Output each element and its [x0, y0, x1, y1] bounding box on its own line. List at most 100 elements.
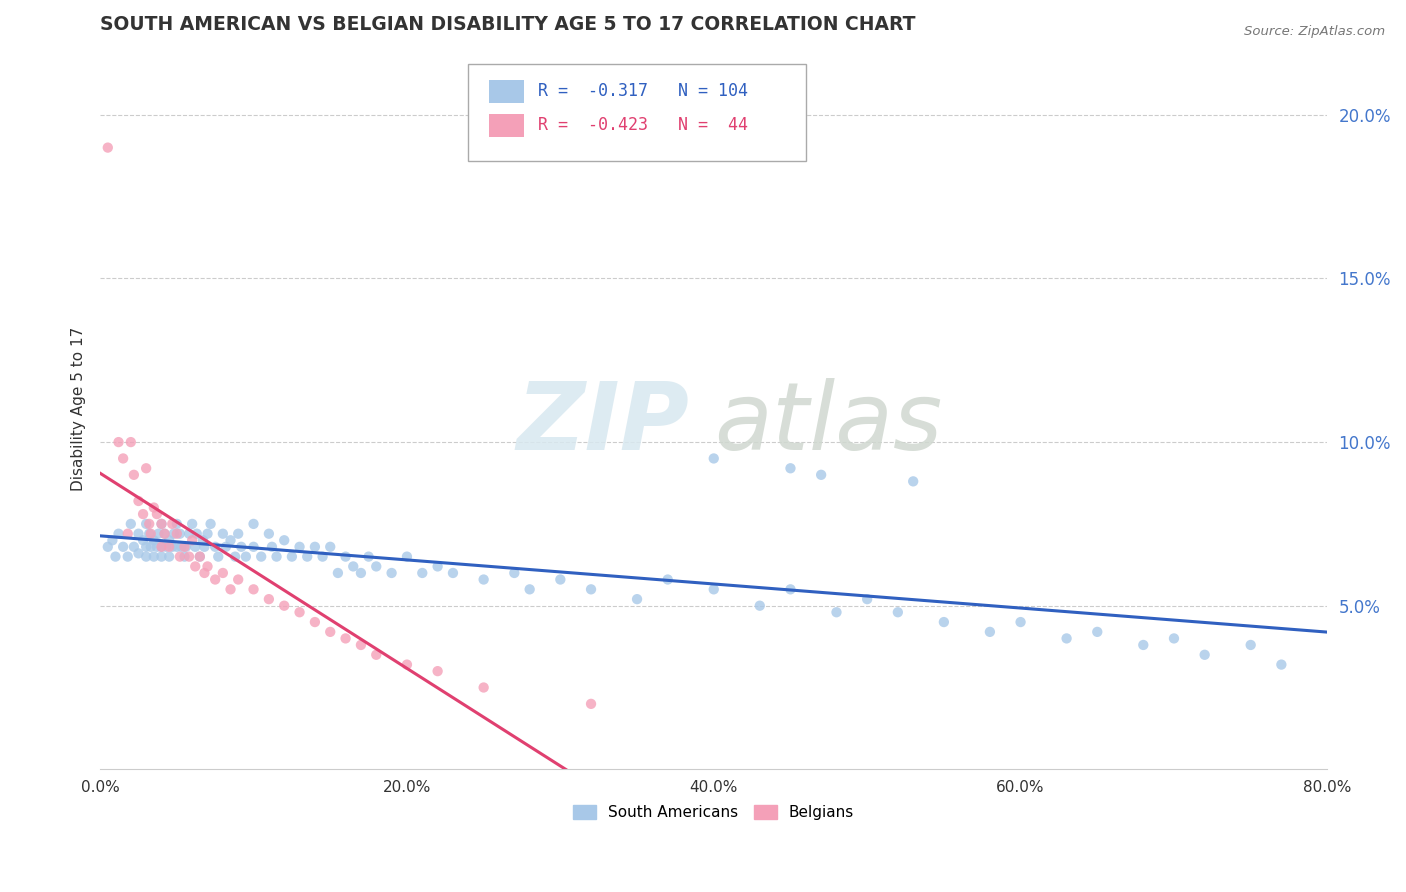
Text: Source: ZipAtlas.com: Source: ZipAtlas.com: [1244, 25, 1385, 38]
Point: [1056, 632, 1078, 646]
Y-axis label: Disability Age 5 to 17: Disability Age 5 to 17: [72, 327, 86, 491]
Point: [626, 592, 648, 607]
Point: [304, 540, 326, 554]
Point: [146, 507, 169, 521]
Point: [326, 566, 349, 580]
Bar: [489, 79, 523, 103]
Text: ZIP: ZIP: [516, 378, 689, 470]
Point: [150, 516, 173, 531]
Point: [219, 533, 242, 548]
Point: [193, 566, 215, 580]
Point: [1163, 632, 1185, 646]
Legend: South Americans, Belgians: South Americans, Belgians: [567, 798, 860, 827]
Point: [186, 526, 208, 541]
Point: [173, 549, 195, 564]
Point: [181, 516, 204, 531]
Point: [579, 582, 602, 597]
Point: [311, 549, 333, 564]
Point: [200, 516, 222, 531]
Point: [1240, 638, 1263, 652]
Point: [1010, 615, 1032, 629]
Point: [122, 467, 145, 482]
Point: [101, 533, 124, 548]
Point: [335, 549, 357, 564]
Point: [148, 526, 170, 541]
Point: [1085, 624, 1108, 639]
Point: [135, 540, 157, 554]
Point: [342, 559, 364, 574]
Point: [224, 549, 246, 564]
Point: [104, 549, 127, 564]
Point: [150, 549, 173, 564]
Point: [250, 549, 273, 564]
Point: [579, 697, 602, 711]
Point: [127, 546, 149, 560]
Point: [107, 435, 129, 450]
Point: [304, 615, 326, 629]
Point: [215, 540, 238, 554]
Point: [426, 664, 449, 678]
Point: [174, 540, 197, 554]
Point: [150, 540, 173, 554]
Point: [319, 540, 342, 554]
Point: [366, 559, 388, 574]
Point: [779, 461, 801, 475]
Point: [319, 624, 342, 639]
Point: [257, 592, 280, 607]
Point: [169, 526, 191, 541]
Point: [135, 461, 157, 475]
Point: [188, 549, 211, 564]
Point: [226, 526, 249, 541]
Point: [97, 140, 120, 154]
Point: [135, 516, 157, 531]
Point: [166, 540, 188, 554]
Point: [150, 516, 173, 531]
Point: [197, 526, 219, 541]
Point: [335, 632, 357, 646]
Point: [288, 540, 311, 554]
Point: [825, 605, 848, 619]
Point: [181, 533, 204, 548]
Point: [297, 549, 319, 564]
Point: [163, 526, 186, 541]
Point: [157, 540, 180, 554]
Point: [142, 500, 165, 515]
Text: atlas: atlas: [714, 378, 942, 469]
Point: [212, 526, 235, 541]
Point: [184, 540, 207, 554]
Point: [132, 507, 155, 521]
Point: [135, 549, 157, 564]
Point: [441, 566, 464, 580]
Point: [191, 533, 214, 548]
Point: [779, 582, 801, 597]
Point: [120, 435, 142, 450]
Point: [117, 549, 139, 564]
Point: [703, 451, 725, 466]
Point: [1194, 648, 1216, 662]
Point: [166, 516, 188, 531]
Point: [472, 681, 495, 695]
Text: R =  -0.317   N = 104: R = -0.317 N = 104: [538, 82, 748, 100]
Point: [219, 582, 242, 597]
Point: [810, 467, 832, 482]
Point: [139, 540, 162, 554]
Point: [288, 605, 311, 619]
Point: [142, 549, 165, 564]
Point: [169, 549, 191, 564]
Point: [366, 648, 388, 662]
Point: [979, 624, 1001, 639]
Point: [519, 582, 541, 597]
Point: [184, 559, 207, 574]
Point: [281, 549, 304, 564]
Point: [107, 526, 129, 541]
Point: [127, 494, 149, 508]
Point: [170, 540, 193, 554]
Point: [357, 549, 380, 564]
Point: [138, 516, 160, 531]
Point: [748, 599, 770, 613]
Point: [212, 566, 235, 580]
Point: [166, 526, 188, 541]
Point: [242, 582, 264, 597]
Text: R =  -0.423   N =  44: R = -0.423 N = 44: [538, 116, 748, 134]
Point: [142, 533, 165, 548]
